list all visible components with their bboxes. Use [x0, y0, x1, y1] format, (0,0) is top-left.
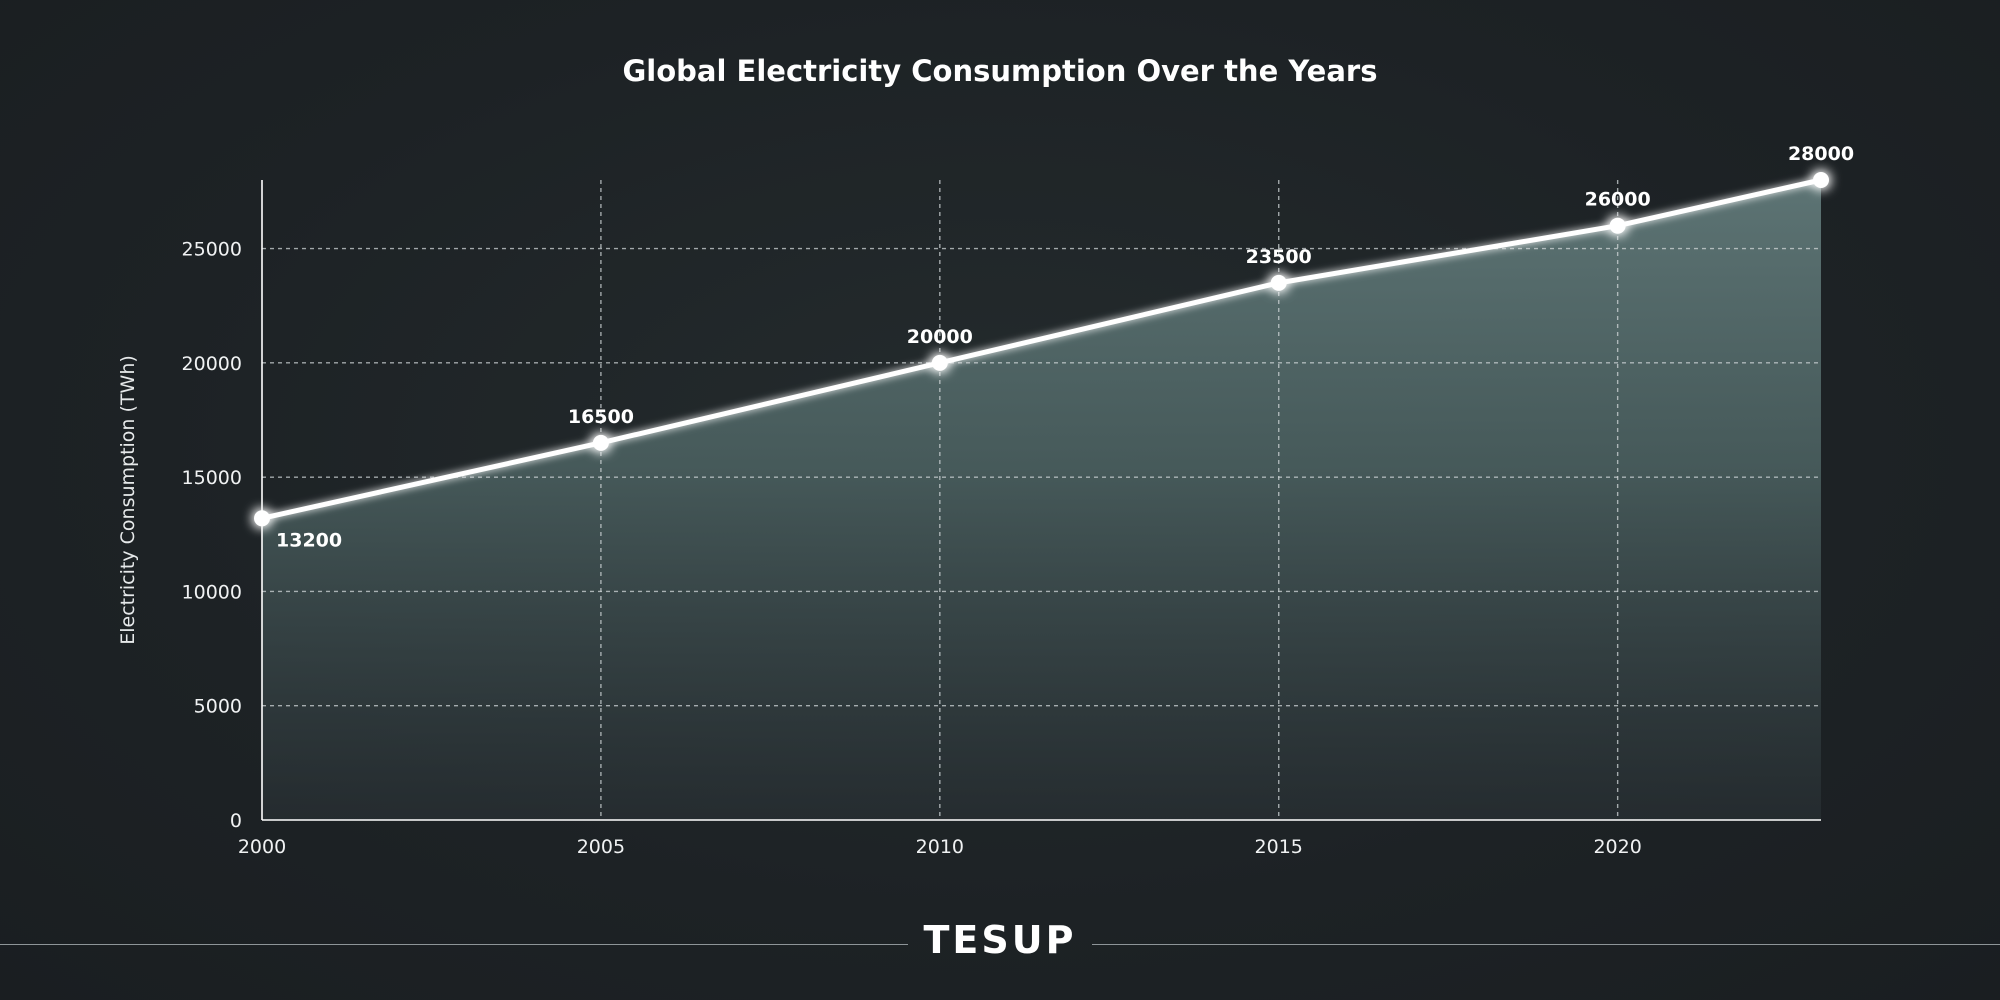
- x-tick-label: 2010: [916, 836, 964, 858]
- y-tick-label: 25000: [182, 239, 242, 261]
- data-label: 26000: [1585, 189, 1651, 211]
- brand-logo: TESUP: [923, 918, 1077, 962]
- data-point: [592, 434, 609, 451]
- y-tick-label: 5000: [194, 696, 242, 718]
- data-point: [1609, 217, 1626, 234]
- data-label: 28000: [1788, 143, 1854, 165]
- y-tick-label: 0: [230, 810, 242, 832]
- x-tick-label: 2015: [1255, 836, 1303, 858]
- x-tick-label: 2020: [1593, 836, 1641, 858]
- area-fill: [262, 180, 1821, 820]
- data-label: 20000: [907, 326, 973, 348]
- x-tick-label: 2005: [577, 836, 625, 858]
- data-label: 16500: [568, 406, 634, 428]
- footer-divider-right: [1092, 944, 2000, 945]
- data-label: 13200: [276, 529, 342, 551]
- y-tick-label: 20000: [182, 353, 242, 375]
- data-label: 23500: [1246, 246, 1312, 268]
- series-line: [259, 177, 1824, 521]
- y-tick-label: 10000: [182, 581, 242, 603]
- data-point: [931, 354, 948, 371]
- data-point: [1270, 274, 1287, 291]
- footer-divider-left: [0, 944, 908, 945]
- y-axis-label: Electricity Consumption (TWh): [117, 355, 139, 645]
- data-point: [1813, 172, 1829, 188]
- chart-title: Global Electricity Consumption Over the …: [623, 54, 1378, 88]
- x-tick-label: 2000: [238, 836, 286, 858]
- data-point: [254, 510, 270, 527]
- y-tick-label: 15000: [182, 467, 242, 489]
